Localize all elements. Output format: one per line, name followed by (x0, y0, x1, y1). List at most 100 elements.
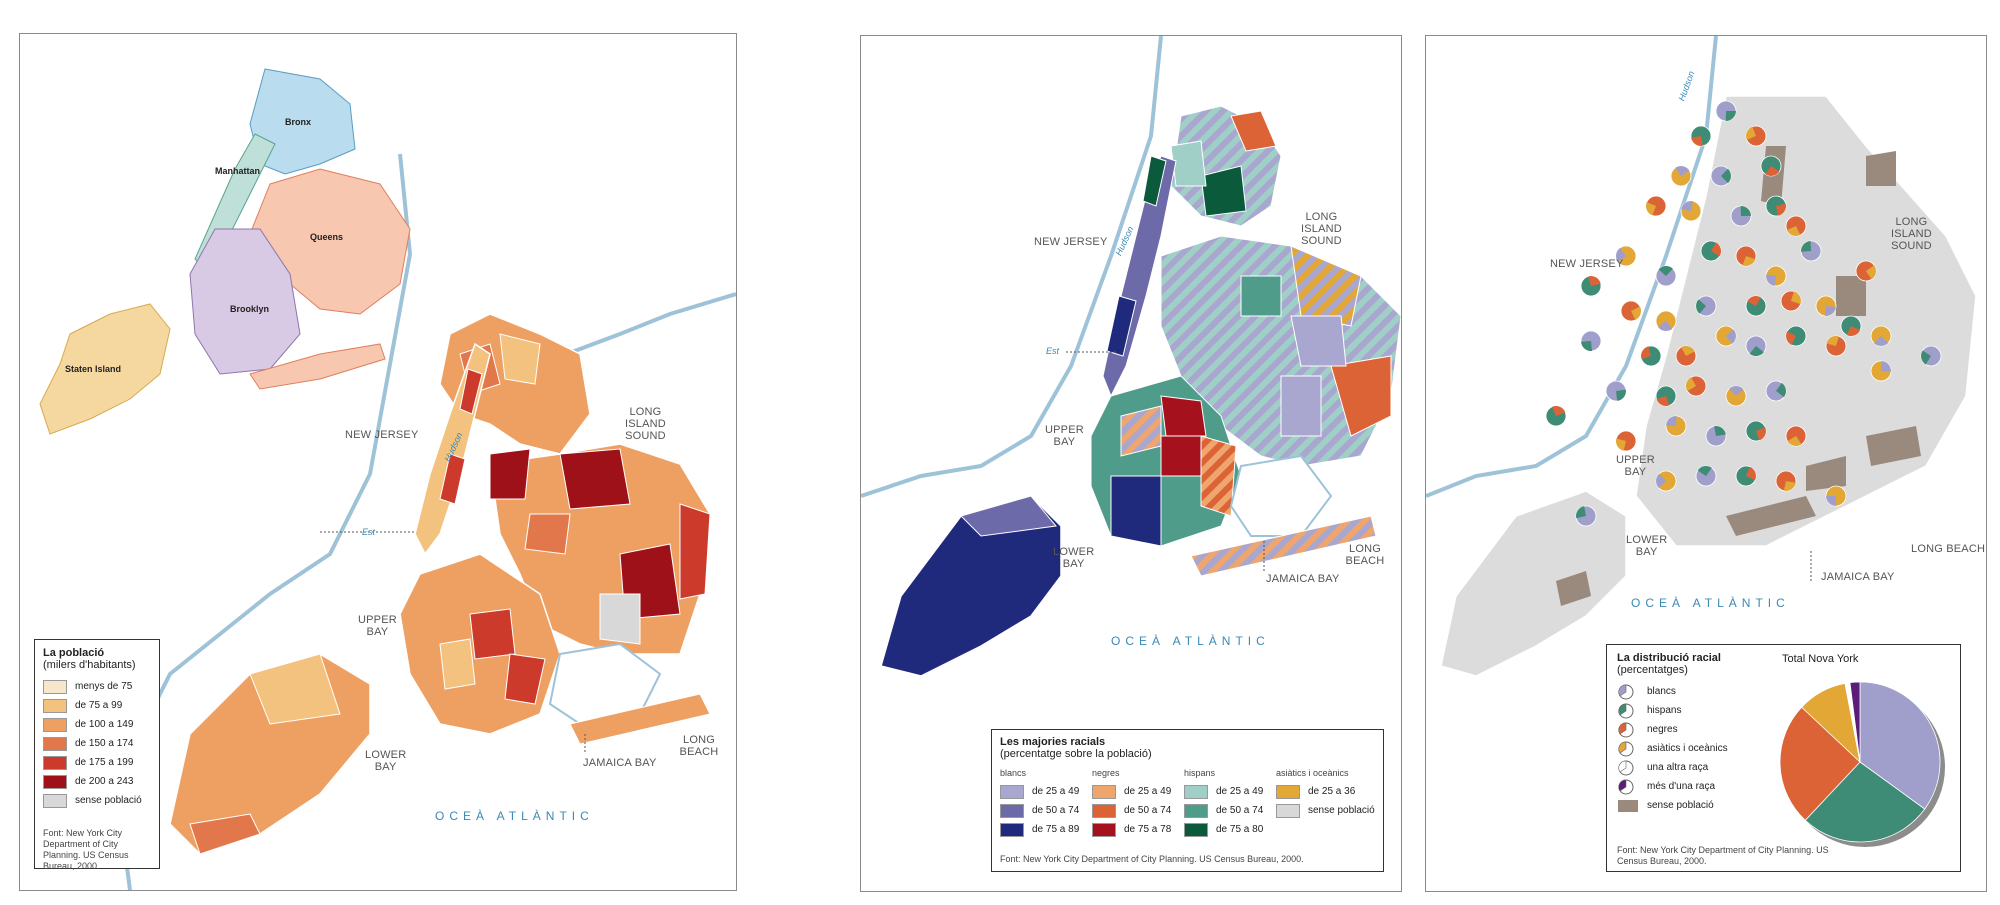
pie-segment-icon (1618, 703, 1634, 718)
pie-marker-slice (1616, 389, 1626, 401)
legend-item-label: de 75 a 80 (1216, 824, 1264, 835)
pie-marker-slice (1658, 266, 1673, 276)
legend-item-label: de 150 a 174 (75, 738, 134, 749)
label-long-beach: LONG BEACH (679, 734, 719, 758)
pie-markers (1545, 100, 1942, 527)
pie-marker-slice (1697, 466, 1712, 476)
racial-distribution-legend: La distribució racial (percentatges) bla… (1606, 644, 1961, 872)
legend-item: sense població (1276, 801, 1375, 820)
legend-item: de 25 a 49 (1000, 782, 1079, 801)
borough-inset-map (39, 68, 411, 435)
legend-column-negres: negres de 25 a 49 de 50 a 74 de 75 a 78 (1092, 768, 1171, 839)
legend-column-header: blancs (1000, 768, 1027, 778)
legend-items: blancs hispans negres asiàtics i oceànics un… (1617, 682, 1950, 815)
label-long-beach: LONG BEACH (1911, 543, 1986, 555)
legend-item: de 50 a 74 (1000, 801, 1079, 820)
legend-item: hispans (1617, 701, 1950, 720)
pie-marker-slice (1641, 346, 1651, 360)
legend-item: de 25 a 36 (1276, 782, 1375, 801)
pie-marker-slice (1656, 473, 1666, 489)
legend-item-label: de 25 a 49 (1124, 786, 1172, 797)
racial-distribution-map (1426, 36, 1977, 677)
legend-item: més d'una raça (1617, 777, 1950, 796)
pie-marker-slice (1746, 126, 1756, 140)
legend-swatch (1184, 803, 1208, 818)
pie-marker-slice (1742, 256, 1756, 266)
pie-marker-slice (1729, 386, 1744, 396)
pie-marker-slice (1786, 226, 1801, 236)
pie-marker-slice (1616, 247, 1626, 262)
legend-item: de 50 a 74 (1184, 801, 1263, 820)
legend-item-label: hispans (1647, 705, 1682, 716)
legend-column-header: negres (1092, 768, 1120, 778)
legend-item-label: de 50 a 74 (1124, 805, 1172, 816)
legend-item: de 75 a 99 (43, 696, 151, 715)
pie-marker-slice (1681, 201, 1693, 211)
legend-title: La població (43, 647, 105, 659)
pie-marker-slice (1666, 416, 1677, 426)
legend-item-label: menys de 75 (75, 681, 133, 692)
legend-swatch (1618, 799, 1638, 812)
pie-segment-icon (1618, 722, 1634, 737)
pie-marker-slice (1866, 265, 1876, 280)
legend-item-label: asiàtics i oceànics (1647, 743, 1728, 754)
legend-item-label: de 50 a 74 (1216, 805, 1264, 816)
pie-marker-slice (1776, 203, 1786, 216)
legend-source: Font: New York City Department of City P… (43, 828, 129, 871)
legend-subtitle: (percentatges) (1617, 664, 1688, 676)
pie-segment-icon (1618, 760, 1634, 775)
legend-item: negres (1617, 720, 1950, 739)
pie-marker-slice (1656, 396, 1670, 406)
pie-marker-slice (1714, 426, 1726, 436)
pie-marker-slice (1631, 306, 1641, 321)
racial-majority-map (861, 36, 1401, 677)
legend-item-label: una altra raça (1647, 762, 1709, 773)
legend-item: de 175 a 199 (43, 753, 151, 772)
pie-marker-slice (1787, 436, 1802, 447)
borough-label-brooklyn: Brooklyn (230, 304, 270, 314)
legend-item: de 200 a 243 (43, 772, 151, 791)
label-new-jersey: NEW JERSEY (345, 429, 419, 441)
pie-segment-icon (1618, 779, 1634, 794)
pie-marker-slice (1576, 506, 1586, 519)
legend-item-label: negres (1647, 724, 1678, 735)
pie-marker-slice (1791, 291, 1801, 305)
pie-marker-slice (1721, 168, 1731, 184)
racial-distribution-map-panel: NEW JERSEY LONG ISLAND SOUND Hudson UPPE… (1425, 35, 1987, 892)
legend-swatch (43, 774, 67, 789)
legend-item-label: de 75 a 89 (1032, 824, 1080, 835)
legend-title: Les majories racials (1000, 736, 1106, 748)
label-jamaica-bay: JAMAICA BAY (1821, 571, 1895, 583)
legend-swatch (1276, 803, 1300, 818)
label-long-island-sound: LONG ISLAND SOUND (1301, 211, 1342, 247)
pie-marker-slice (1826, 336, 1839, 346)
pie-segment-icon (1618, 741, 1634, 756)
pie-marker-slice (1756, 427, 1766, 441)
racial-majority-legend: Les majories racials (percentatge sobre … (991, 729, 1384, 872)
pie-marker-slice (1786, 331, 1796, 345)
pie-marker-slice (1749, 346, 1764, 357)
pie-marker-slice (1826, 495, 1837, 506)
legend-column-header: hispans (1184, 768, 1216, 778)
borough-label-bronx: Bronx (285, 117, 312, 127)
label-upper-bay: UPPER BAY (358, 614, 397, 638)
label-new-jersey: NEW JERSEY (1550, 258, 1624, 270)
label-ocean: OCEÀ ATLÀNTIC (435, 809, 594, 823)
legend-item: de 25 a 49 (1092, 782, 1171, 801)
legend-item: menys de 75 (43, 677, 151, 696)
label-jamaica-bay: JAMAICA BAY (583, 757, 657, 769)
pie-marker-slice (1551, 406, 1566, 416)
pie-marker-slice (1747, 296, 1762, 306)
borough-label-manhattan: Manhattan (215, 166, 260, 176)
legend-column-asiatics: asiàtics i oceànics de 25 a 36 sense pob… (1276, 768, 1375, 820)
legend-item-label: sense població (75, 795, 142, 806)
legend-swatch (43, 679, 67, 694)
legend-swatch (1000, 822, 1024, 837)
pie-marker-slice (1658, 321, 1673, 331)
label-ocean: OCEÀ ATLÀNTIC (1631, 596, 1790, 610)
pie-marker-slice (1766, 274, 1776, 286)
pie-marker-slice (1711, 242, 1721, 257)
legend-swatch (1184, 784, 1208, 799)
population-legend: La població (milers d'habitants) menys d… (34, 639, 160, 871)
legend-item: sense població (1617, 796, 1950, 815)
